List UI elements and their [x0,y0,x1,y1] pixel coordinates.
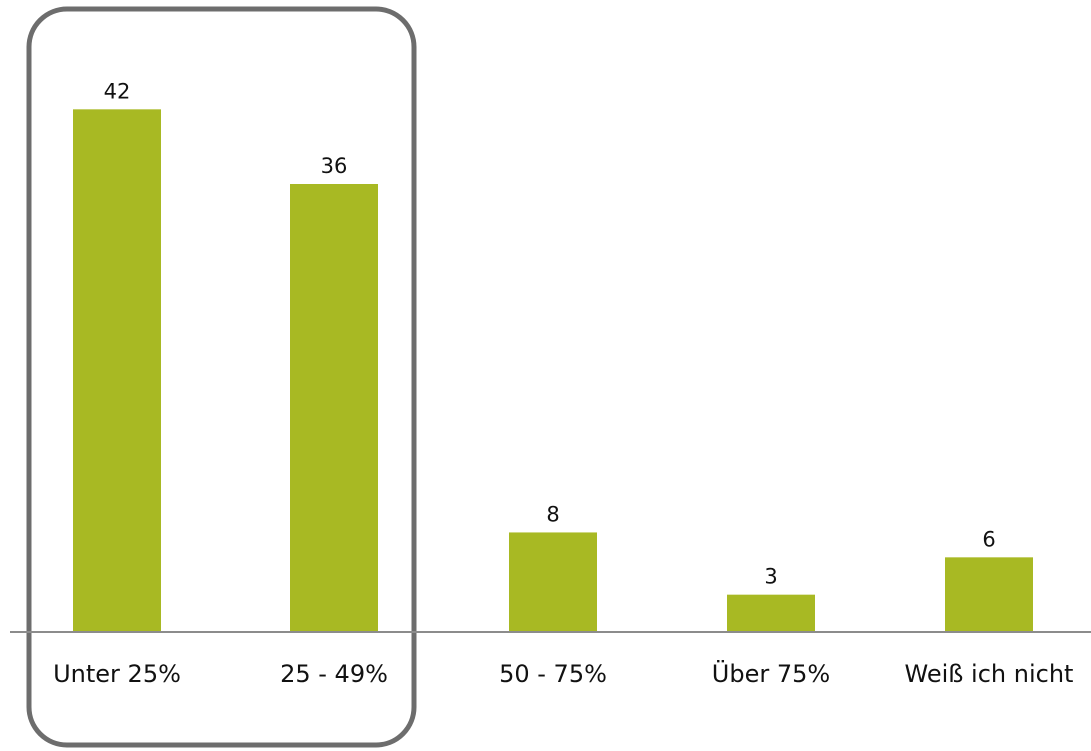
value-label-ber-75: 3 [764,565,777,589]
value-label-weiss-ich-nicht: 6 [982,527,995,551]
category-labels-layer: Unter 25% 25 - 49% 50 - 75% Über 75% Weiß ic… [53,659,1073,688]
value-label-25-49: 36 [321,154,348,178]
bars-layer [73,109,1033,633]
bar-weiss-ich-nicht [945,557,1033,632]
value-label-unter-25: 42 [104,79,131,103]
value-label-50-75: 8 [546,502,559,526]
bar-50-75 [509,532,597,632]
bar-25-49 [290,184,378,632]
category-label-50-75: 50 - 75% [499,660,607,688]
category-label-ber-75: Über 75% [712,659,830,688]
bar-unter-25 [73,109,161,633]
highlight-box [26,6,417,748]
category-label-weiss-ich-nicht: Weiß ich nicht [905,660,1074,688]
category-label-unter-25: Unter 25% [53,660,181,688]
category-label-25-49: 25 - 49% [280,660,388,688]
bar-ber-75 [727,594,815,632]
